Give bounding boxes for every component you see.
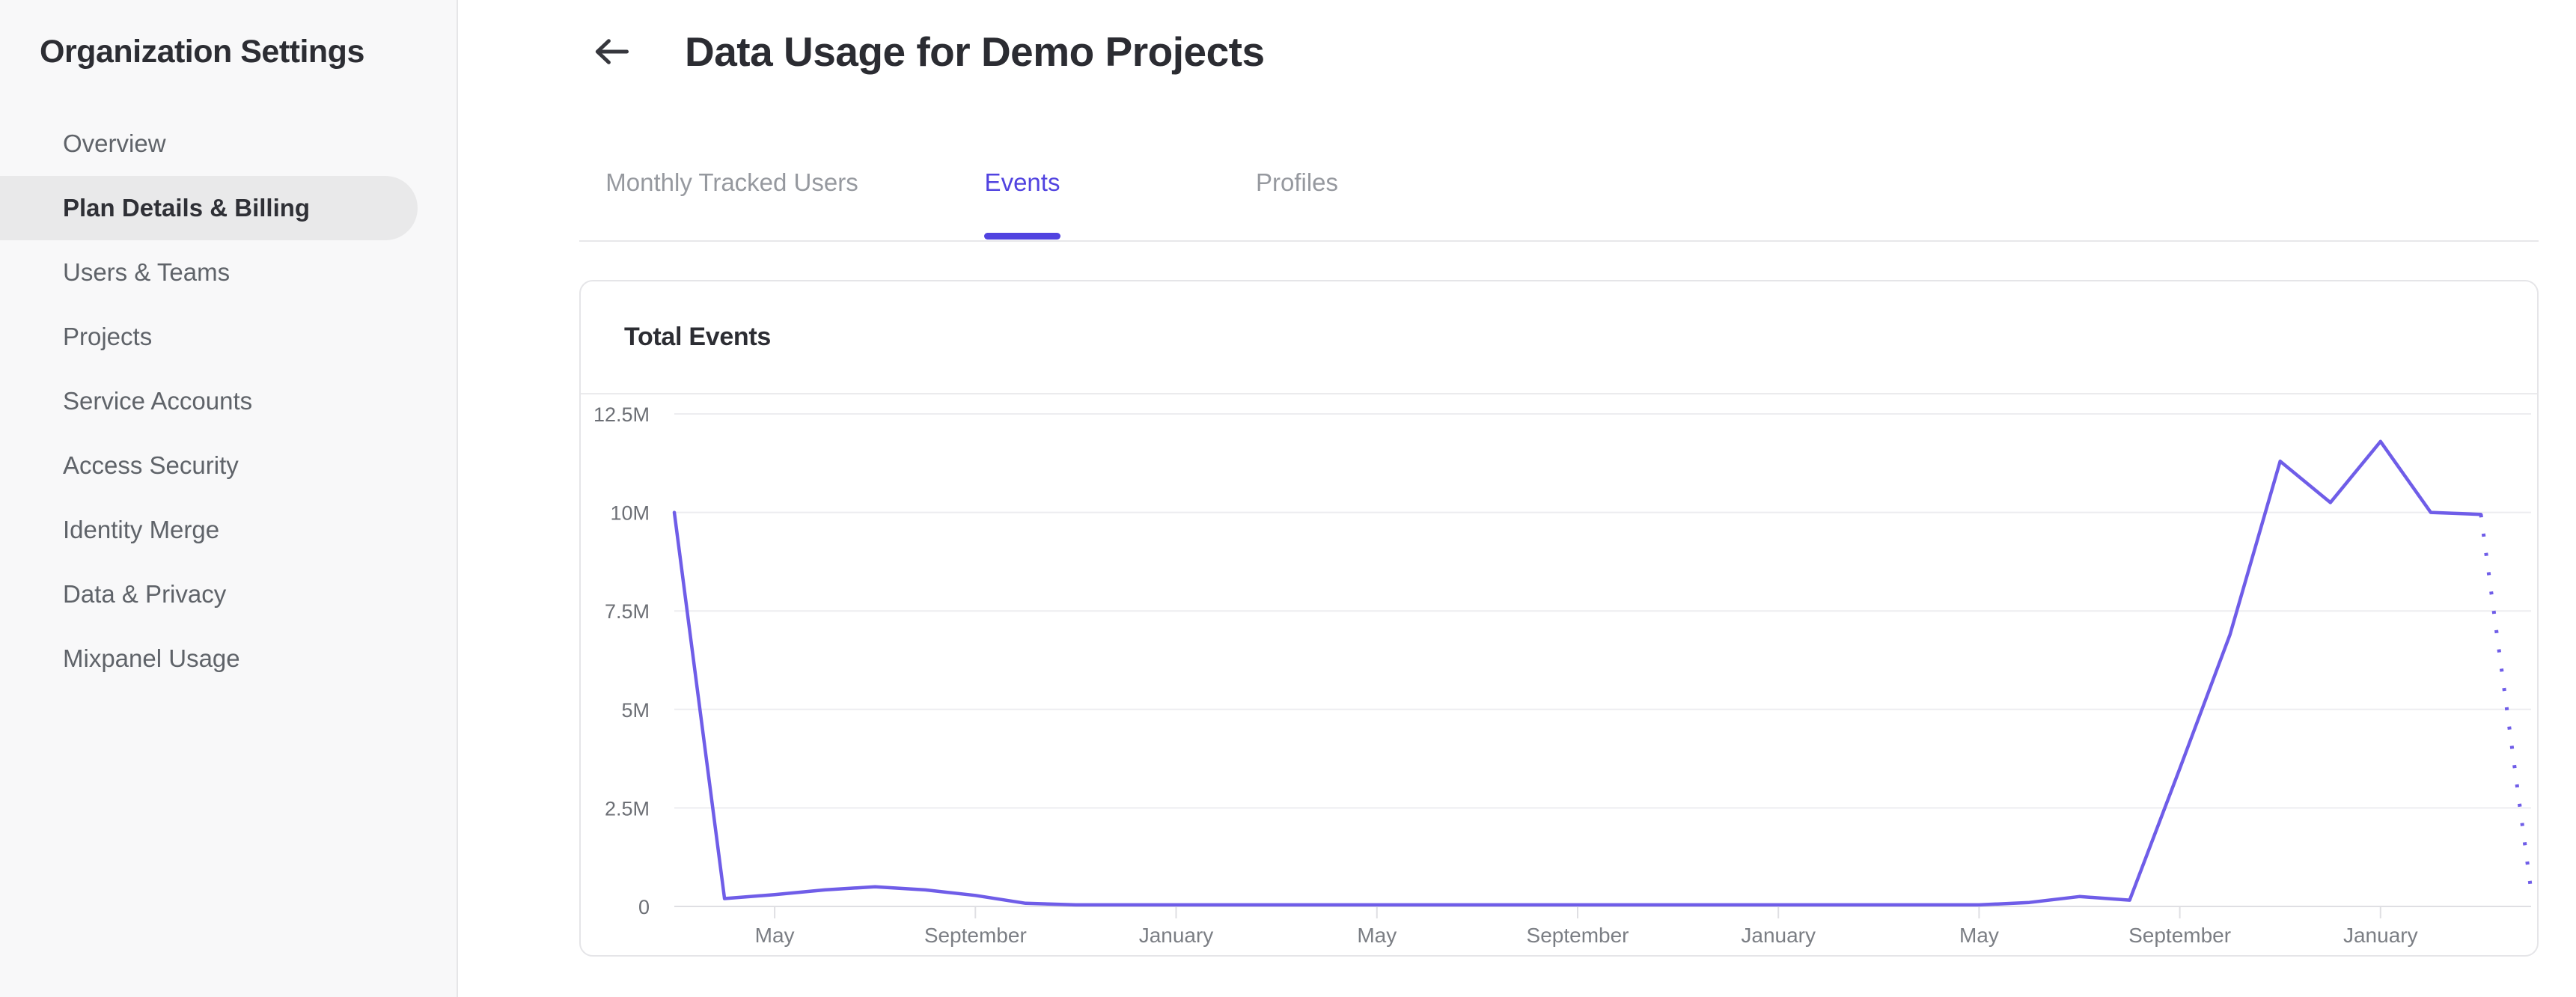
x-axis-label: May (755, 924, 795, 947)
sidebar-item-users-teams[interactable]: Users & Teams (0, 240, 457, 305)
sidebar-item-projects[interactable]: Projects (0, 305, 457, 369)
tab-profiles[interactable]: Profiles (1255, 168, 1339, 196)
tabs: Monthly Tracked Users Events Profiles (579, 0, 2539, 242)
sidebar: Organization Settings Overview Plan Detai… (0, 0, 458, 997)
sidebar-item-label: Identity Merge (63, 516, 220, 543)
x-axis-label: May (1959, 924, 1999, 947)
back-arrow-icon (595, 39, 629, 64)
sidebar-item-label: Access Security (63, 451, 239, 479)
x-axis-label: September (2128, 924, 2231, 947)
sidebar-item-overview[interactable]: Overview (0, 112, 457, 176)
chart-canvas[interactable]: 0 2.5M 5M 7.5M 10M 12.5M May September January Ma… (581, 394, 2537, 955)
y-axis-label: 2.5M (605, 797, 650, 820)
sidebar-item-plan-details-billing[interactable]: Plan Details & Billing (0, 176, 418, 240)
sidebar-item-mixpanel-usage[interactable]: Mixpanel Usage (0, 626, 457, 691)
sidebar-item-label: Users & Teams (63, 258, 231, 286)
sidebar-title: Organization Settings (40, 34, 364, 70)
sidebar-item-service-accounts[interactable]: Service Accounts (0, 369, 457, 433)
page-title: Data Usage for Demo Projects (685, 28, 1265, 75)
x-axis-label: May (1357, 924, 1397, 947)
x-axis-label: September (924, 924, 1027, 947)
sidebar-item-label: Plan Details & Billing (63, 194, 311, 222)
chart-projection-line (2479, 513, 2533, 891)
y-axis-label: 10M (610, 502, 650, 525)
y-axis-label: 5M (621, 699, 650, 722)
sidebar-item-identity-merge[interactable]: Identity Merge (0, 498, 457, 562)
active-tab-underline (984, 233, 1060, 240)
sidebar-item-data-privacy[interactable]: Data & Privacy (0, 562, 457, 626)
back-button[interactable] (588, 31, 635, 72)
tab-monthly-tracked-users[interactable]: Monthly Tracked Users (605, 168, 858, 196)
card-title: Total Events (624, 323, 772, 351)
y-axis-label: 12.5M (593, 403, 650, 426)
x-axis-label: January (1139, 924, 1214, 947)
tab-events[interactable]: Events (984, 168, 1060, 196)
sidebar-item-label: Data & Privacy (63, 580, 227, 608)
y-axis-label: 7.5M (605, 600, 650, 623)
sidebar-item-label: Service Accounts (63, 387, 253, 415)
chart-line-total-events (672, 439, 2483, 907)
sidebar-item-label: Mixpanel Usage (63, 644, 240, 672)
sidebar-nav: Overview Plan Details & Billing Users & Te… (0, 112, 457, 691)
card-header: Total Events (581, 281, 2537, 394)
total-events-card: Total Events 0 2.5M 5M 7.5M 10M 12.5M May Septe… (579, 280, 2539, 957)
sidebar-item-label: Projects (63, 323, 153, 350)
x-axis-label: September (1527, 924, 1629, 947)
x-axis-label: January (2343, 924, 2418, 947)
sidebar-item-label: Overview (63, 129, 166, 157)
y-axis-label: 0 (638, 896, 650, 918)
x-axis-label: January (1741, 924, 1816, 947)
sidebar-item-access-security[interactable]: Access Security (0, 433, 457, 498)
